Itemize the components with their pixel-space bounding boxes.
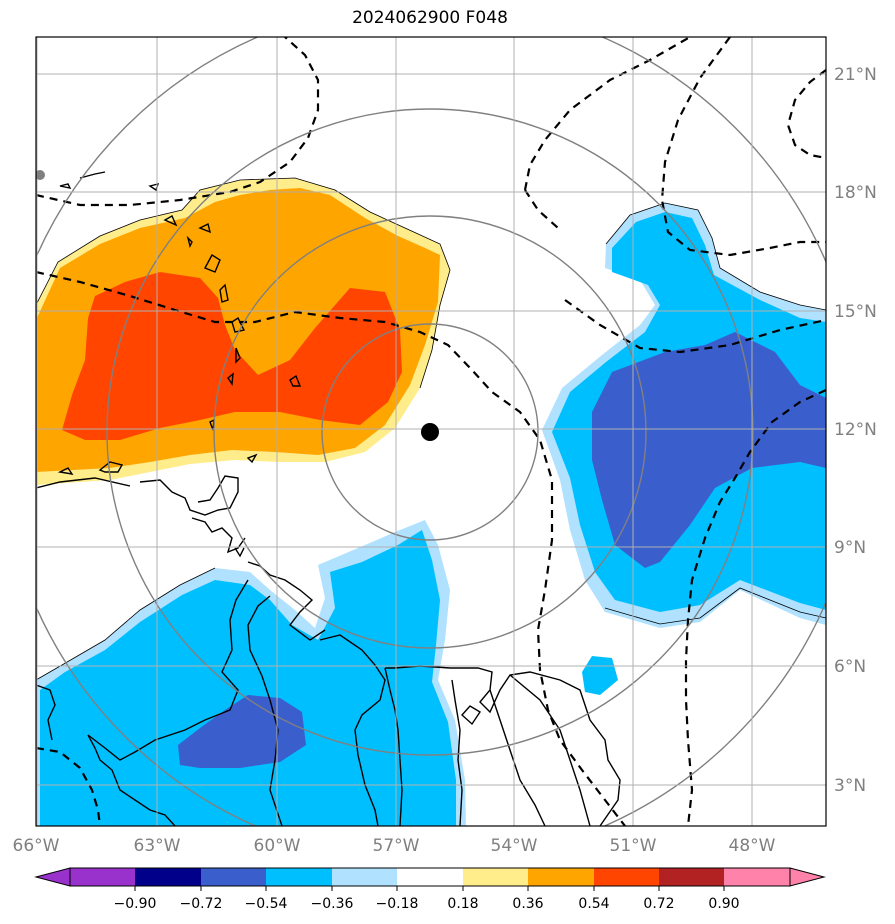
colorbar-tick-label: 0.90 [708, 896, 739, 912]
lon-tick-label: 57°W [373, 836, 420, 856]
anomaly-outlines [36, 177, 826, 681]
colorbar-extend-max [789, 867, 826, 887]
lon-tick-label: 63°W [134, 836, 181, 856]
lat-tick-label: 12°N [834, 420, 877, 440]
map-area [36, 37, 826, 826]
colorbar: −0.90 −0.72 −0.54 −0.36 −0.18 0.18 0.36 … [34, 867, 826, 912]
lat-tick-label: 6°N [834, 657, 866, 677]
colorbar-tick-label: −0.18 [376, 896, 419, 912]
coastlines [36, 171, 621, 826]
gridlines [36, 37, 826, 826]
positive-anomaly-region [36, 178, 450, 485]
lon-tick-label: 66°W [13, 836, 60, 856]
colorbar-tick-label: 0.18 [447, 896, 478, 912]
colorbar-tick-label: 0.54 [578, 896, 609, 912]
dashed-contours [36, 37, 826, 826]
plot-title: 2024062900 F048 [352, 8, 508, 28]
colorbar-tick-label: −0.72 [180, 896, 223, 912]
colorbar-tick-label: −0.90 [114, 896, 157, 912]
map-frame [35, 36, 827, 827]
lon-tick-label: 48°W [729, 836, 776, 856]
reference-point-marker [36, 170, 45, 180]
negative-anomaly-region-east [542, 203, 826, 695]
colorbar-tick-label: 0.36 [512, 896, 543, 912]
lat-tick-label: 9°N [834, 538, 866, 558]
lon-tick-label: 51°W [610, 836, 657, 856]
lon-tick-label: 60°W [254, 836, 301, 856]
colorbar-tick-label: −0.36 [311, 896, 354, 912]
colorbar-extend-min [34, 867, 71, 887]
storm-center-marker [421, 423, 439, 441]
negative-anomaly-region-southwest [36, 520, 466, 826]
colorbar-tick-label: −0.54 [245, 896, 288, 912]
range-rings [36, 37, 826, 826]
lon-tick-label: 54°W [491, 836, 538, 856]
lat-tick-label: 21°N [834, 65, 877, 85]
lat-tick-label: 15°N [834, 302, 877, 322]
colorbar-tick-label: 0.72 [643, 896, 674, 912]
lat-tick-label: 3°N [834, 776, 866, 796]
lat-tick-label: 18°N [834, 183, 877, 203]
